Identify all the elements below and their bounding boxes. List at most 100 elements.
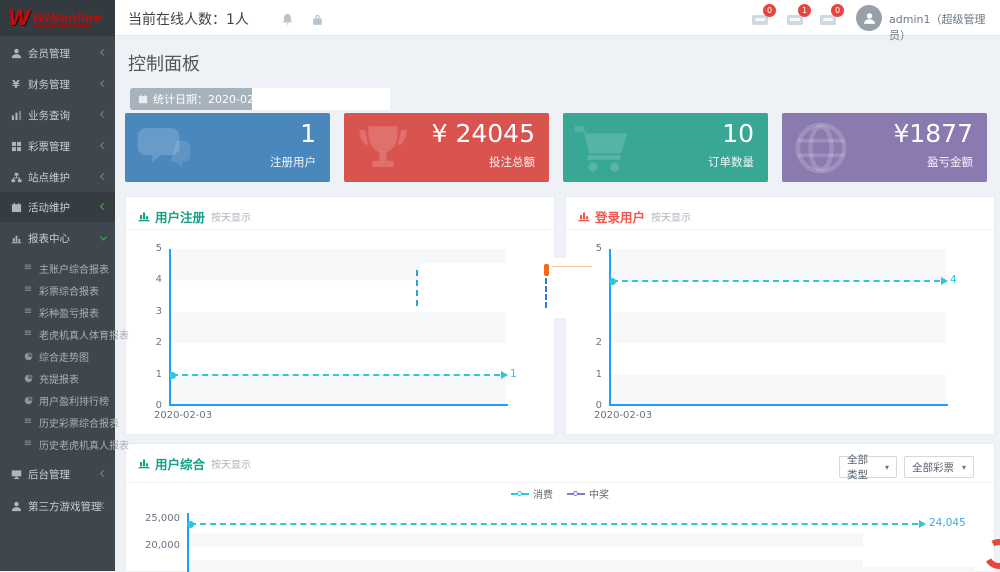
stat-value: ¥ 24045	[431, 119, 535, 148]
avatar[interactable]	[856, 5, 882, 31]
trophy-icon	[354, 119, 412, 177]
data-point-marker	[609, 278, 616, 285]
annotation-line	[169, 371, 508, 379]
sidebar-item-lottery[interactable]: 彩票管理	[0, 131, 115, 161]
online-count-text: 当前在线人数：1人	[128, 12, 249, 28]
logo-subline	[34, 24, 92, 27]
x-axis	[169, 404, 508, 406]
brand-logo[interactable]: W WINonline	[0, 0, 115, 36]
desktop-icon	[10, 468, 22, 480]
sitemap-icon	[10, 171, 22, 183]
sidebar-subitem-history-slot-live-report[interactable]: ≡ 历史老虎机真人报表	[23, 438, 129, 452]
lottery-select[interactable]: 全部彩票 ▾	[904, 456, 974, 478]
data-point-marker	[187, 521, 194, 528]
list-icon: ≡	[23, 306, 33, 317]
type-select[interactable]: 全部类型 ▾	[839, 454, 897, 481]
chevron-left-icon	[99, 469, 108, 478]
sidebar-item-business-query[interactable]: 业务查询	[0, 100, 115, 130]
sidebar-item-members[interactable]: 会员管理	[0, 38, 115, 68]
y-tick: 25,000	[145, 513, 180, 524]
sidebar-subitem-trend-chart[interactable]: 综合走势图	[0, 345, 115, 367]
message-icon[interactable]: 1	[787, 4, 811, 25]
stat-value: 10	[722, 119, 754, 148]
legend-item-consume[interactable]: 消费	[511, 486, 553, 501]
calendar-icon	[10, 201, 22, 213]
annotation-value: 1	[510, 368, 517, 380]
stat-label: 订单数量	[708, 155, 754, 169]
date-filter-button[interactable]: 统计日期：2020-02-03	[130, 88, 292, 110]
y-tick: 4	[155, 274, 162, 285]
logo-text: WINonline	[32, 11, 102, 25]
stat-value: 1	[300, 119, 316, 148]
sidebar: W WINonline 会员管理 ¥ 财务管理 业务查询 彩票管理 站点维护 活…	[0, 0, 129, 571]
chevron-left-icon	[99, 110, 108, 119]
date-filter-label: 统计日期：2020-02-03	[153, 93, 272, 106]
sidebar-subitem-profit-ranking[interactable]: 用户盈利排行榜	[0, 389, 115, 411]
lock-icon[interactable]	[311, 11, 324, 30]
sidebar-item-third-party-games[interactable]: 第三方游戏管理	[0, 491, 115, 521]
list-icon: ≡	[23, 284, 33, 295]
panel-title: 用户注册	[155, 210, 206, 225]
panel-title: 登录用户	[595, 210, 646, 225]
stat-card-profit-loss: ¥1877 盈亏金额	[782, 113, 987, 182]
sidebar-item-report-center[interactable]: 报表中心	[0, 223, 115, 253]
grid-icon	[10, 140, 22, 152]
user-icon	[10, 47, 22, 59]
user-menu[interactable]: admin1（超级管理员）	[889, 13, 986, 42]
sidebar-subitem-history-lottery-report[interactable]: ≡ 历史彩票综合报表	[23, 416, 119, 430]
mail-sync-icon[interactable]: 0	[820, 4, 844, 25]
logo-w-icon: W	[8, 6, 31, 30]
x-axis	[609, 404, 948, 406]
stat-card-order-count: 10 订单数量	[563, 113, 768, 182]
caret-down-icon: ▾	[884, 462, 889, 472]
notification-badge: 0	[763, 4, 776, 17]
hover-line	[552, 266, 592, 267]
sidebar-item-finance[interactable]: ¥ 财务管理	[0, 69, 115, 99]
tooltip-box	[420, 263, 544, 311]
pie-chart-icon	[22, 372, 34, 384]
list-icon: ≡	[23, 328, 33, 339]
list-icon: ≡	[23, 262, 33, 273]
sidebar-item-admin[interactable]: 后台管理	[0, 459, 115, 489]
sidebar-subitem-lottery-report[interactable]: ≡ 彩票综合报表	[23, 284, 99, 298]
sidebar-subitem-deposit-withdraw-report[interactable]: 充提报表	[0, 367, 115, 389]
notification-badge: 1	[798, 4, 811, 17]
hover-point-marker	[544, 264, 549, 276]
divider	[566, 229, 994, 230]
y-tick: 0	[595, 400, 602, 411]
crosshair-line	[416, 270, 418, 306]
x-axis-label: 2020-02-03	[594, 410, 653, 421]
sidebar-subitem-slot-live-sport-report[interactable]: ≡ 老虎机真人体育报表	[23, 328, 129, 342]
bell-icon[interactable]	[281, 11, 294, 30]
sidebar-subitem-main-account-report[interactable]: ≡ 主账户综合报表	[23, 262, 109, 276]
notification-badge: 0	[831, 4, 844, 17]
chart-legend: 消费 中奖	[126, 486, 994, 501]
y-tick: 0	[155, 400, 162, 411]
stat-value: ¥1877	[893, 119, 973, 148]
crosshair-line	[545, 278, 547, 308]
chevron-left-icon	[99, 48, 108, 57]
y-tick: 1	[595, 369, 602, 380]
legend-marker	[567, 490, 585, 496]
comments-icon	[135, 119, 193, 177]
list-icon: ≡	[23, 438, 33, 449]
chart-plot-area	[187, 513, 974, 572]
user-icon	[10, 500, 22, 512]
chart-plot-area	[609, 249, 946, 406]
y-tick: 2	[595, 337, 602, 348]
sidebar-item-site-maintenance[interactable]: 站点维护	[0, 162, 115, 192]
chevron-left-icon	[99, 141, 108, 150]
legend-item-win[interactable]: 中奖	[567, 486, 609, 501]
divider	[126, 482, 994, 483]
yen-icon: ¥	[12, 77, 20, 91]
tooltip-box	[863, 533, 989, 567]
chevron-left-icon	[99, 172, 108, 181]
annotation-value: 4	[950, 274, 957, 286]
y-tick: 3	[155, 306, 162, 317]
stat-label: 投注总额	[489, 155, 535, 169]
pie-chart-icon	[22, 350, 34, 362]
sidebar-item-activity-maintenance[interactable]: 活动维护	[0, 192, 115, 222]
inbox-icon[interactable]: 0	[752, 4, 776, 25]
page-title: 控制面板	[128, 54, 200, 75]
sidebar-subitem-lottery-pl-report[interactable]: ≡ 彩种盈亏报表	[23, 306, 99, 320]
